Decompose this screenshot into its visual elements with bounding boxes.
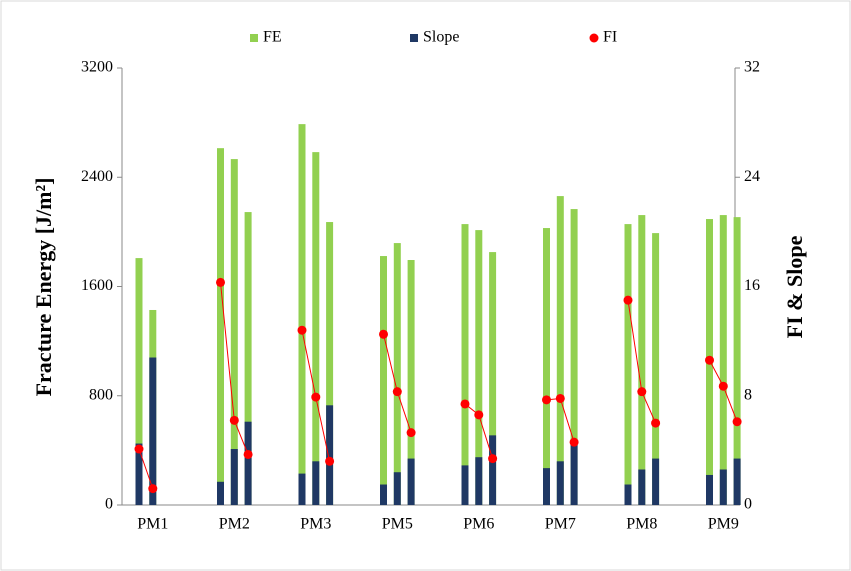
bar — [719, 469, 727, 505]
bar — [475, 457, 483, 505]
bar — [461, 224, 469, 505]
y-axis-title: Fracture Energy [J/m²] — [31, 178, 56, 397]
y-tick-label: 0 — [105, 496, 113, 513]
bar — [393, 243, 401, 505]
bar — [475, 230, 483, 506]
bar — [733, 217, 741, 505]
marker — [732, 417, 742, 427]
x-tick-label: PM1 — [137, 516, 168, 533]
bar — [312, 461, 320, 505]
bar — [135, 443, 143, 505]
marker — [148, 484, 158, 494]
marker — [569, 437, 579, 447]
marker — [555, 393, 565, 403]
marker — [134, 444, 144, 454]
x-tick-label: PM6 — [463, 516, 494, 533]
bar — [570, 444, 578, 505]
marker — [379, 329, 388, 339]
bar — [556, 461, 564, 505]
marker — [542, 395, 551, 405]
marker — [488, 454, 498, 464]
bar — [135, 258, 143, 505]
legend-swatch — [589, 33, 599, 43]
bar — [706, 474, 713, 505]
bar — [407, 458, 415, 505]
y-tick-label: 2400 — [81, 168, 113, 185]
bar — [543, 468, 550, 505]
marker — [718, 381, 728, 391]
bar — [298, 473, 306, 505]
line — [138, 448, 154, 489]
bar — [407, 260, 415, 505]
marker — [392, 387, 402, 397]
bar — [733, 458, 741, 505]
y-tick-label: 3200 — [81, 59, 113, 76]
bar — [489, 252, 497, 505]
bar — [624, 224, 632, 505]
bar — [326, 222, 334, 506]
marker — [651, 418, 661, 428]
bar — [624, 484, 632, 505]
marker — [229, 415, 239, 425]
bar — [244, 421, 252, 505]
y2-axis-title: FI & Slope — [782, 235, 807, 338]
bar — [543, 228, 550, 505]
y2-tick-label: 0 — [744, 496, 752, 513]
marker — [460, 399, 470, 409]
x-tick-label: PM3 — [300, 516, 331, 533]
bar — [230, 159, 238, 505]
bar — [380, 256, 387, 505]
bar — [652, 233, 660, 505]
x-tick-label: PM2 — [219, 516, 250, 533]
y-tick-label: 1600 — [81, 277, 113, 294]
bar — [638, 469, 646, 505]
bar — [244, 212, 252, 506]
y2-tick-label: 32 — [744, 59, 760, 76]
bar — [326, 405, 334, 505]
legend-label: Slope — [423, 29, 459, 46]
bar — [570, 209, 578, 505]
legend-swatch — [410, 34, 418, 42]
marker — [311, 392, 321, 402]
legend-label: FI — [603, 29, 617, 46]
marker — [297, 325, 307, 335]
y2-tick-label: 24 — [744, 168, 760, 185]
bar — [461, 465, 469, 505]
marker — [623, 295, 633, 305]
marker — [474, 410, 484, 420]
x-tick-label: PM7 — [545, 516, 576, 533]
marker — [243, 449, 253, 459]
bar — [312, 152, 320, 505]
y2-tick-label: 16 — [744, 277, 760, 294]
bar — [652, 458, 660, 505]
y-tick-label: 800 — [89, 386, 113, 403]
bar — [638, 215, 646, 505]
bar — [149, 357, 157, 505]
bar — [217, 148, 224, 506]
bar — [380, 484, 387, 505]
marker — [216, 277, 225, 287]
bar — [719, 215, 727, 505]
bar — [489, 435, 497, 505]
bar — [298, 124, 306, 505]
marker — [406, 428, 416, 438]
marker — [325, 456, 335, 466]
y2-tick-label: 8 — [744, 386, 752, 403]
legend-label: FE — [263, 29, 282, 46]
marker — [637, 387, 647, 397]
legend-swatch — [250, 34, 258, 42]
x-tick-label: PM5 — [382, 516, 413, 533]
bar — [217, 481, 224, 505]
x-tick-label: PM8 — [626, 516, 657, 533]
marker — [705, 355, 714, 365]
bar — [556, 196, 564, 505]
bar — [393, 472, 401, 505]
x-tick-label: PM9 — [708, 516, 739, 533]
bar — [230, 449, 238, 505]
